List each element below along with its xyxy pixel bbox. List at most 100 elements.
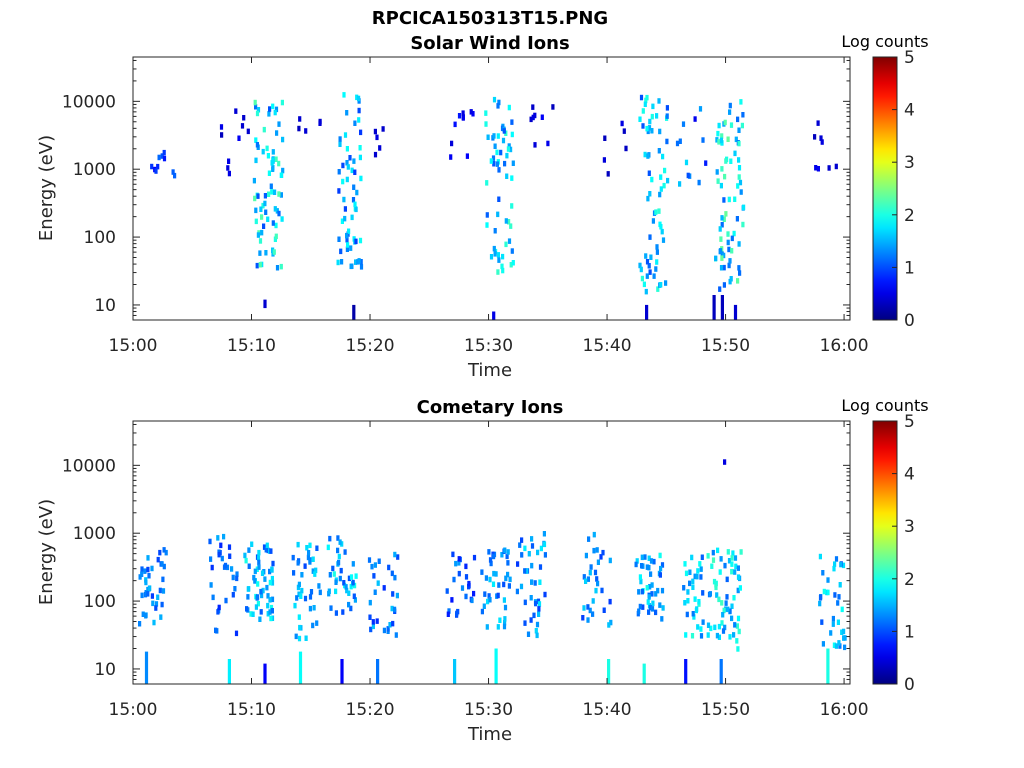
spectrogram-cell [152,619,156,626]
spectrogram-cell [497,167,501,173]
spectrogram-cell [297,581,301,588]
spectrogram-cell [150,565,154,572]
spectrogram-cell [258,238,263,244]
spectrogram-cell [292,570,296,576]
spectrogram-cell [492,161,496,167]
spectrogram-cell [730,561,734,567]
spectrogram-cell [308,542,312,549]
spectrogram-cell [693,116,697,122]
spectrogram-cell [737,140,741,147]
spectrogram-cell [271,247,275,253]
spectrogram-cell [737,265,741,271]
spectrogram-cell [711,557,716,563]
spectrogram-cell [484,110,488,116]
spectrogram-cell [210,564,214,571]
spectrogram-cell [489,560,493,567]
spectrogram-cell [717,122,721,129]
spectrogram-cell [507,143,511,149]
spectrogram-cell [523,568,527,574]
spectrogram-cell [533,580,537,586]
spectrogram-cell [371,623,375,630]
spectrogram-cell [337,188,341,194]
spectrogram-cell [337,553,341,560]
spectrogram-cell [350,214,354,221]
spectrogram-cell [739,189,743,195]
spectrogram-cell [457,113,462,119]
spectrogram-cell [143,568,147,574]
spectrogram-cell [329,605,333,611]
spectrogram-cell [146,555,150,561]
spectrogram-cell [534,628,538,634]
spectrogram-cell [506,571,510,578]
spectrogram-cell [643,101,647,107]
spectrogram-cell [658,191,662,198]
spectrogram-cell [352,184,356,190]
spectrogram-cell [733,196,737,202]
spectrogram-cell [340,659,344,684]
spectrogram-cell [492,553,496,560]
spectrogram-cell [220,132,224,138]
spectrogram-cell [818,595,823,601]
spectrogram-cell [262,544,267,550]
spectrogram-cell [647,609,651,615]
spectrogram-cell [678,181,682,187]
spectrogram-cell [741,112,745,118]
spectrogram-cell [730,235,734,242]
colorbar-tick-label: 0 [904,311,915,331]
x-tick-label: 15:40 [583,336,632,356]
spectrogram-cell [140,592,144,599]
spectrogram-cell [637,589,641,595]
spectrogram-cell [347,228,351,234]
spectrogram-cell [150,593,154,599]
solar-wind-y-axis-label: Energy (eV) [36,135,57,241]
spectrogram-cell [726,606,730,613]
spectrogram-cell [492,245,496,252]
spectrogram-cell [701,619,705,625]
spectrogram-cell [645,125,649,132]
cometary-x-axis-label: Time [467,724,512,745]
spectrogram-cell [396,554,400,560]
spectrogram-cell [336,259,340,266]
spectrogram-cell [357,107,361,114]
spectrogram-cell [270,580,275,586]
spectrogram-cell [729,158,733,164]
spectrogram-cell [256,600,260,607]
spectrogram-cell [492,96,497,103]
colorbar-tick-label: 1 [904,622,915,642]
spectrogram-cell [502,597,506,603]
spectrogram-cell [507,219,511,225]
spectrogram-cell [253,568,257,575]
spectrogram-cell [593,569,598,576]
spectrogram-cell [523,620,527,626]
spectrogram-cell [255,262,259,269]
spectrogram-cell [684,659,688,684]
spectrogram-cell [734,136,738,143]
spectrogram-cell [711,549,715,556]
spectrogram-cell [723,562,727,569]
spectrogram-cell [351,579,355,586]
spectrogram-cell [234,108,238,114]
spectrogram-cell [295,595,299,601]
spectrogram-cell [505,173,509,179]
cometary-axes: 15:00 15:10 15:20 15:30 15:40 15:50 16:00 10 100… [62,420,869,720]
spectrogram-cell [313,571,317,577]
y-tick-label: 100 [84,228,116,248]
spectrogram-cell [656,286,660,292]
spectrogram-cell [340,218,344,224]
spectrogram-cell [723,459,727,465]
spectrogram-cell [270,575,274,582]
spectrogram-cell [352,158,356,164]
spectrogram-cell [534,600,538,607]
spectrogram-cell [736,116,740,123]
spectrogram-cell [710,563,714,569]
spectrogram-cell [345,176,349,183]
spectrogram-cell [209,556,213,562]
plot-frame [132,56,851,321]
spectrogram-cell [269,615,273,622]
spectrogram-cell [715,632,719,639]
spectrogram-cell [696,568,700,574]
spectrogram-cell [228,553,232,559]
spectrogram-cell [737,174,741,180]
spectrogram-cell [635,558,639,564]
spectrogram-cell [508,576,512,583]
